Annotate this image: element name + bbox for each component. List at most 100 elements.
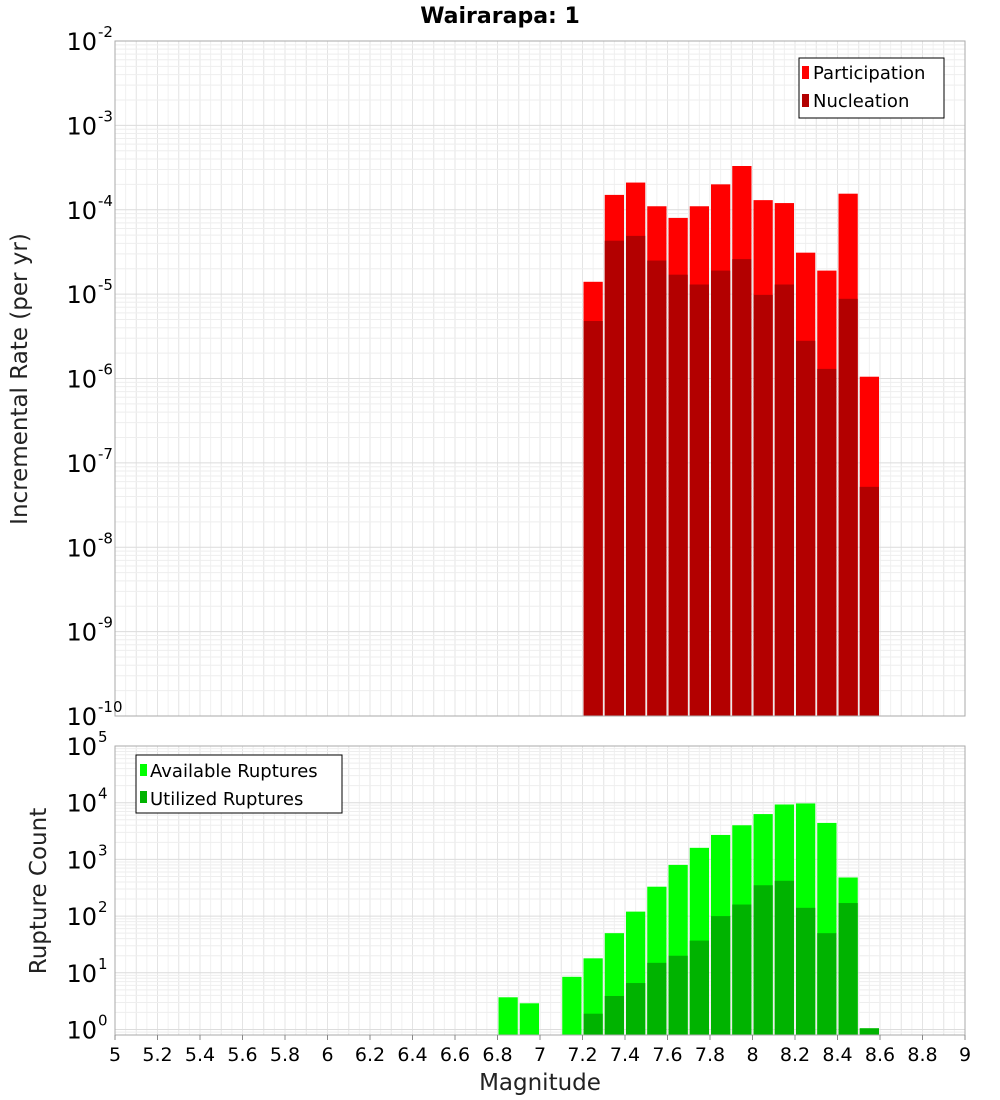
- count-bar-utilized-ruptures: [732, 904, 752, 1035]
- x-tick-label: 5: [109, 1044, 121, 1066]
- count-legend-box: [135, 754, 343, 814]
- x-tick-label: 7: [534, 1044, 546, 1066]
- x-tick-label: 6.8: [482, 1044, 512, 1066]
- x-tick-label: 8.6: [865, 1044, 895, 1066]
- x-tick-label: 5.4: [185, 1044, 215, 1066]
- y-tick-label: 10: [66, 790, 97, 818]
- count-bar-available-ruptures: [519, 1003, 539, 1035]
- x-tick-label: 5.2: [142, 1044, 172, 1066]
- count-bar-utilized-ruptures: [838, 903, 858, 1035]
- rate-bar-nucleation: [711, 270, 731, 716]
- y-tick-exponent: -10: [98, 698, 123, 716]
- y-tick-label: 10: [66, 450, 97, 478]
- x-axis-label: Magnitude: [479, 1070, 601, 1096]
- legend-label-available: Available Ruptures: [150, 761, 318, 782]
- y-tick-exponent: 4: [98, 785, 108, 803]
- x-tick-label: 7.2: [567, 1044, 597, 1066]
- y-tick-exponent: -7: [98, 445, 113, 463]
- x-tick-label: 5.6: [227, 1044, 257, 1066]
- rate-bars: [583, 166, 879, 717]
- y-tick-label: 10: [66, 534, 97, 562]
- count-bar-utilized-ruptures: [604, 995, 624, 1035]
- count-bar-utilized-ruptures: [859, 1028, 879, 1035]
- y-tick-label: 10: [66, 619, 97, 647]
- count-bars: [498, 803, 879, 1035]
- rate-plot-frame: [114, 40, 966, 717]
- y-tick-label: 10: [66, 960, 97, 988]
- y-tick-exponent: -6: [98, 361, 113, 379]
- rate-bar-nucleation: [817, 368, 837, 716]
- y-tick-exponent: 5: [98, 728, 108, 746]
- y-tick-label: 10: [66, 846, 97, 874]
- x-tick-label: 8: [746, 1044, 758, 1066]
- y-tick-label: 10: [66, 197, 97, 225]
- legend-swatch-participation: [802, 66, 809, 79]
- x-tick-label: 7.8: [695, 1044, 725, 1066]
- count-bar-available-ruptures: [562, 976, 582, 1035]
- legend-label-utilized: Utilized Ruptures: [150, 789, 303, 810]
- x-tick-label: 7.4: [610, 1044, 640, 1066]
- rate-legend-box: [798, 57, 945, 119]
- x-tick-label: 6.4: [397, 1044, 427, 1066]
- legend-label-participation: Participation: [813, 63, 925, 84]
- rate-bar-nucleation: [668, 274, 688, 716]
- rate-bar-nucleation: [689, 284, 709, 716]
- y-tick-label: 10: [66, 366, 97, 394]
- y-tick-exponent: 1: [98, 955, 108, 973]
- y-tick-exponent: -2: [98, 23, 113, 41]
- y-tick-exponent: -8: [98, 529, 113, 547]
- count-bar-utilized-ruptures: [817, 933, 837, 1035]
- x-ticks: 5 5.2 5.4 5.6 5.8 6 6.2 6.4 6.6 6.8 7 7.2 7.4 7.6 7.8 8…: [109, 1035, 971, 1066]
- y-tick-exponent: -9: [98, 614, 113, 632]
- x-tick-label: 8.8: [907, 1044, 937, 1066]
- y-tick-label: 10: [66, 281, 97, 309]
- legend-swatch-utilized: [140, 791, 147, 803]
- count-bar-utilized-ruptures: [626, 983, 646, 1035]
- y-tick-exponent: -3: [98, 107, 113, 125]
- rate-bar-nucleation: [583, 321, 603, 716]
- count-bar-utilized-ruptures: [689, 940, 709, 1035]
- rate-bar-nucleation: [859, 486, 879, 716]
- x-tick-label: 8.2: [780, 1044, 810, 1066]
- rate-bar-nucleation: [753, 294, 773, 716]
- legend-label-nucleation: Nucleation: [813, 91, 909, 112]
- x-tick-label: 6.6: [440, 1044, 470, 1066]
- x-tick-label: 6.2: [355, 1044, 385, 1066]
- x-tick-label: 7.6: [652, 1044, 682, 1066]
- count-legend: Available Ruptures Utilized Ruptures: [135, 754, 343, 814]
- x-tick-label: 6: [321, 1044, 333, 1066]
- chart-title: Wairarapa: 1: [420, 4, 580, 29]
- y-tick-exponent: -4: [98, 192, 113, 210]
- x-tick-label: 9: [959, 1044, 971, 1066]
- count-bar-utilized-ruptures: [753, 885, 773, 1035]
- y-tick-label: 10: [66, 903, 97, 931]
- rate-y-axis-label: Incremental Rate (per yr): [7, 233, 33, 525]
- count-bar-utilized-ruptures: [774, 880, 794, 1035]
- y-tick-label: 10: [66, 703, 97, 731]
- y-tick-label: 10: [66, 1017, 97, 1045]
- legend-swatch-nucleation: [802, 94, 809, 107]
- y-tick-label: 10: [66, 733, 97, 761]
- y-tick-exponent: -5: [98, 276, 113, 294]
- rate-bar-nucleation: [838, 298, 858, 716]
- count-bar-utilized-ruptures: [647, 962, 667, 1035]
- y-tick-exponent: 2: [98, 898, 108, 916]
- rate-bar-nucleation: [774, 284, 794, 716]
- count-bar-utilized-ruptures: [668, 955, 688, 1035]
- count-bar-utilized-ruptures: [711, 916, 731, 1035]
- y-tick-exponent: 3: [98, 841, 108, 859]
- rate-grid: [114, 41, 966, 717]
- count-y-axis-label: Rupture Count: [26, 808, 52, 974]
- rate-bar-nucleation: [626, 235, 646, 716]
- count-bar-utilized-ruptures: [796, 907, 816, 1035]
- rate-bar-nucleation: [647, 260, 667, 716]
- rate-legend: Participation Nucleation: [798, 57, 945, 119]
- legend-swatch-available: [140, 764, 147, 776]
- y-tick-exponent: 0: [98, 1012, 108, 1030]
- count-bar-utilized-ruptures: [583, 1013, 603, 1035]
